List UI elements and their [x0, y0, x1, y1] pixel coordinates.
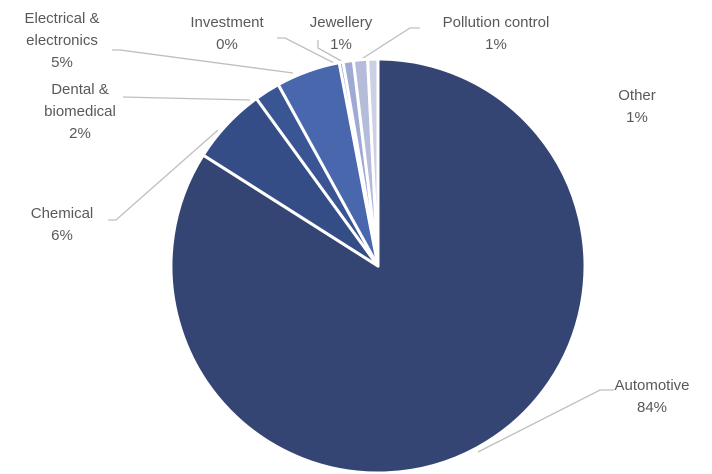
data-label-automotive: Automotive 84%: [614, 377, 689, 416]
leader-lines: [108, 27, 614, 453]
data-label-jewellery: Jewellery 1%: [310, 14, 373, 53]
data-label-investment: Investment 0%: [190, 14, 264, 53]
leader-line-pollution-control: [359, 27, 420, 61]
leader-line-automotive: [477, 389, 614, 453]
leader-line-investment: [277, 37, 335, 64]
data-label-pollution-control: Pollution control 1%: [443, 14, 550, 53]
data-label-electrical-electronics: Electrical & electronics 5%: [24, 10, 99, 71]
pie-slices: [169, 57, 587, 474]
leader-line-electrical-electronics: [112, 49, 294, 74]
data-label-chemical: Chemical 6%: [31, 205, 94, 244]
data-labels: Automotive 84% Chemical 6% Dental & biomedica…: [24, 10, 689, 416]
leader-line-chemical: [108, 129, 219, 221]
leader-line-dental-biomedical: [122, 96, 251, 101]
leader-line-jewellery: [317, 40, 344, 63]
data-label-dental-biomedical: Dental & biomedical 2%: [44, 81, 116, 142]
slice-other: [366, 57, 380, 268]
data-label-other: Other 1%: [618, 87, 656, 126]
